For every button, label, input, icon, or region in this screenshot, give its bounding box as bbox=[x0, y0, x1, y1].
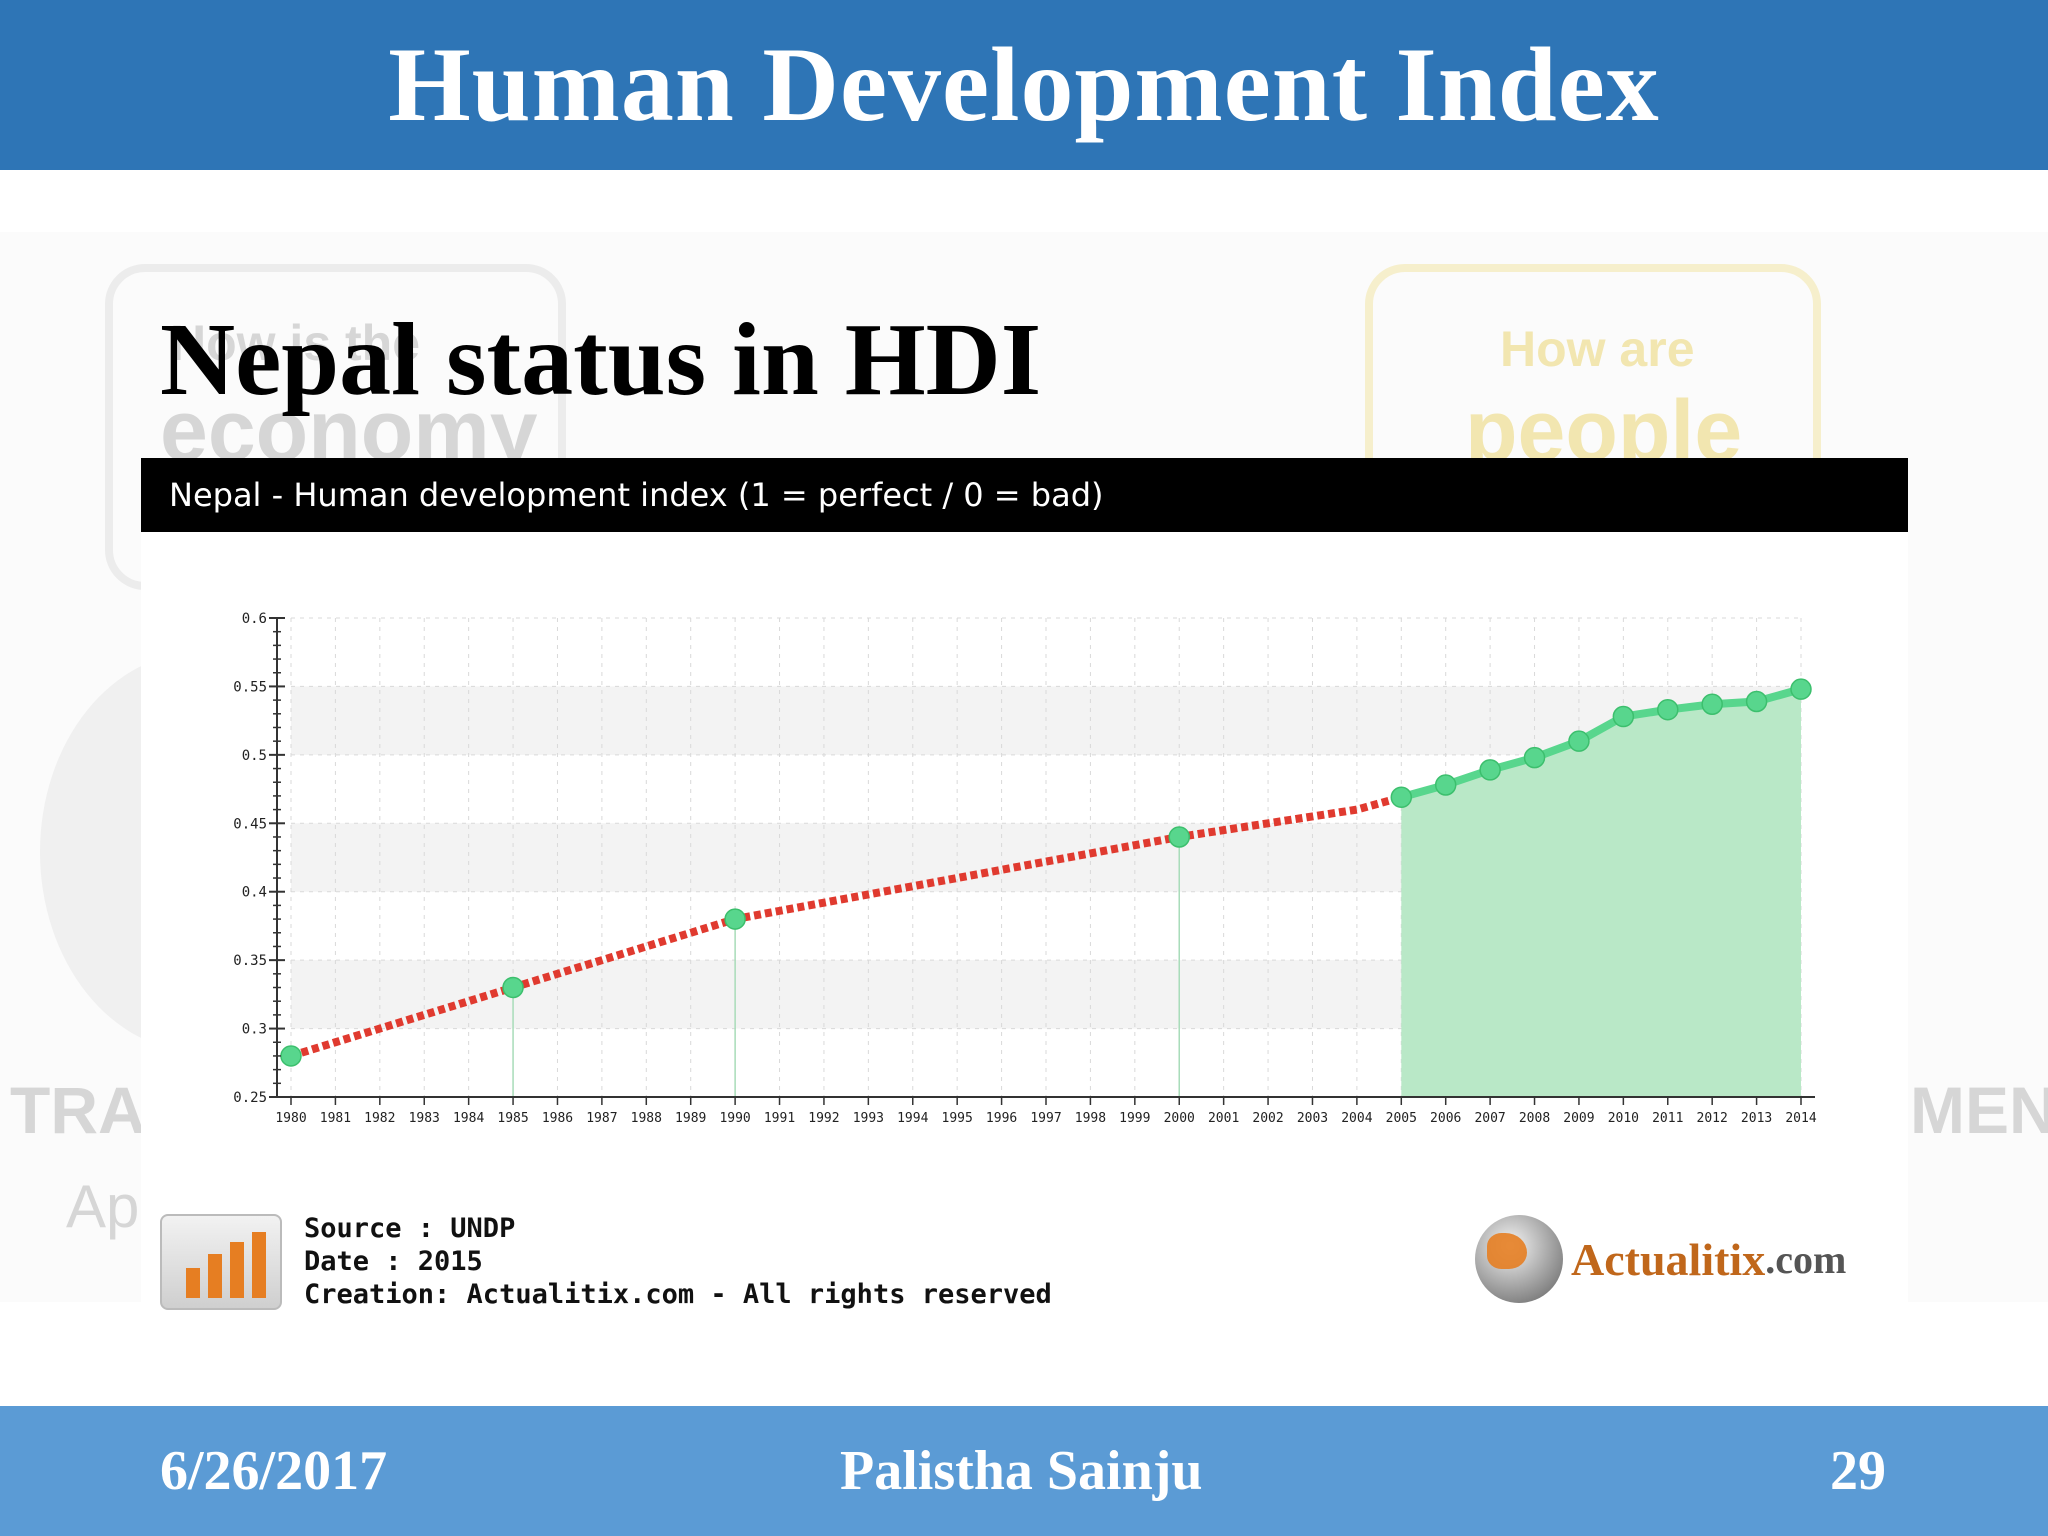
x-tick-label: 2006 bbox=[1430, 1111, 1461, 1126]
bar-chart-icon bbox=[160, 1213, 282, 1310]
x-tick-label: 1994 bbox=[897, 1111, 928, 1126]
x-tick-label: 2002 bbox=[1252, 1111, 1283, 1126]
date-line: Date : 2015 bbox=[304, 1246, 483, 1277]
data-point bbox=[724, 908, 746, 930]
y-tick-label: 0.35 bbox=[233, 953, 267, 969]
x-tick-label: 2014 bbox=[1785, 1111, 1816, 1126]
x-tick-label: 1983 bbox=[409, 1111, 440, 1126]
data-point bbox=[1701, 693, 1723, 715]
x-tick-label: 1992 bbox=[808, 1111, 839, 1126]
slide-subtitle: Nepal status in HDI bbox=[160, 302, 1042, 417]
x-tick-label: 2001 bbox=[1208, 1111, 1239, 1126]
background-text-right-side: MENT bbox=[1910, 1073, 2048, 1147]
slide-title: Human Development Index bbox=[388, 26, 1660, 143]
slide-footer: 6/26/2017 Palistha Sainju 29 bbox=[0, 1406, 2048, 1536]
x-tick-label: 2008 bbox=[1519, 1111, 1550, 1126]
x-tick-label: 2009 bbox=[1563, 1111, 1594, 1126]
x-tick-label: 2007 bbox=[1474, 1111, 1505, 1126]
data-point bbox=[1479, 759, 1501, 781]
data-point bbox=[1568, 730, 1590, 752]
x-tick-label: 1990 bbox=[719, 1111, 750, 1126]
x-tick-label: 1982 bbox=[364, 1111, 395, 1126]
x-tick-label: 1997 bbox=[1030, 1111, 1061, 1126]
x-tick-label: 2011 bbox=[1652, 1111, 1683, 1126]
background-text-left-top: How is the bbox=[170, 315, 421, 371]
x-tick-label: 1993 bbox=[853, 1111, 884, 1126]
x-tick-label: 1986 bbox=[542, 1111, 573, 1126]
chart-header-bar: Nepal - Human development index (1 = per… bbox=[141, 458, 1908, 532]
x-tick-label: 1991 bbox=[764, 1111, 795, 1126]
globe-icon bbox=[1475, 1215, 1563, 1303]
data-point bbox=[1657, 698, 1679, 721]
x-tick-label: 2012 bbox=[1697, 1111, 1728, 1126]
footer-author: Palistha Sainju bbox=[840, 1440, 1203, 1502]
slide-header: Human Development Index bbox=[0, 0, 2048, 170]
source-text: Source : UNDP Date : 2015 Creation: Actu… bbox=[304, 1212, 1052, 1311]
source-block: Source : UNDP Date : 2015 Creation: Actu… bbox=[160, 1212, 1052, 1311]
x-tick-label: 1989 bbox=[675, 1111, 706, 1126]
data-point bbox=[1790, 678, 1812, 700]
x-tick-label: 1987 bbox=[586, 1111, 617, 1126]
series-line-measured bbox=[1400, 685, 1803, 802]
x-tick-label: 2004 bbox=[1341, 1111, 1372, 1126]
data-point bbox=[1745, 690, 1768, 713]
x-tick-label: 1981 bbox=[320, 1111, 351, 1126]
creation-line: Creation: Actualitix.com - All rights re… bbox=[304, 1279, 1052, 1310]
y-tick-label: 0.3 bbox=[242, 1022, 267, 1038]
data-point bbox=[502, 976, 524, 999]
background-text-left-side-2: Ap bbox=[66, 1173, 140, 1240]
x-tick-label: 2013 bbox=[1741, 1111, 1772, 1126]
x-tick-label: 2000 bbox=[1164, 1111, 1195, 1126]
y-tick-label: 0.4 bbox=[242, 885, 267, 901]
series-line-interpolated bbox=[289, 793, 1403, 1060]
x-tick-label: 1998 bbox=[1075, 1111, 1106, 1126]
footer-page-number: 29 bbox=[1830, 1440, 1886, 1502]
brand-tld: .com bbox=[1765, 1236, 1847, 1282]
source-line: Source : UNDP bbox=[304, 1213, 516, 1244]
area-fill bbox=[1401, 689, 1801, 1097]
y-tick-label: 0.6 bbox=[242, 611, 267, 627]
x-tick-label: 1996 bbox=[986, 1111, 1017, 1126]
x-tick-label: 2010 bbox=[1608, 1111, 1639, 1126]
background-text-right-top: How are bbox=[1500, 321, 1695, 377]
x-tick-label: 2003 bbox=[1297, 1111, 1328, 1126]
x-tick-label: 1980 bbox=[275, 1111, 306, 1126]
data-point bbox=[1523, 746, 1546, 769]
y-tick-label: 0.55 bbox=[233, 679, 267, 695]
x-tick-label: 1995 bbox=[942, 1111, 973, 1126]
y-tick-label: 0.5 bbox=[242, 748, 267, 764]
data-point bbox=[1390, 786, 1413, 809]
data-point bbox=[280, 1045, 302, 1067]
footer-date: 6/26/2017 bbox=[160, 1440, 388, 1502]
y-tick-label: 0.45 bbox=[233, 816, 267, 832]
y-tick-label: 0.25 bbox=[233, 1090, 267, 1106]
x-tick-label: 2005 bbox=[1386, 1111, 1417, 1126]
hdi-line-chart: 0.25 0.3 0.35 0.4 0.45 0.5 0.55 0.6 1980 1981 1982… bbox=[233, 611, 1817, 1126]
data-point bbox=[1434, 774, 1457, 796]
brand-name: Actualitix bbox=[1571, 1233, 1766, 1285]
data-point bbox=[1168, 826, 1190, 848]
x-tick-label: 1999 bbox=[1119, 1111, 1150, 1126]
x-tick-label: 1984 bbox=[453, 1111, 484, 1126]
x-tick-label: 1988 bbox=[631, 1111, 662, 1126]
data-point bbox=[1612, 705, 1635, 728]
chart-title: Nepal - Human development index (1 = per… bbox=[169, 476, 1104, 514]
x-tick-label: 1985 bbox=[497, 1111, 528, 1126]
chart-panel: 0.25 0.3 0.35 0.4 0.45 0.5 0.55 0.6 1980 1981 1982… bbox=[141, 532, 1908, 1312]
actualitix-logo: Actualitix .com bbox=[1475, 1215, 1846, 1303]
